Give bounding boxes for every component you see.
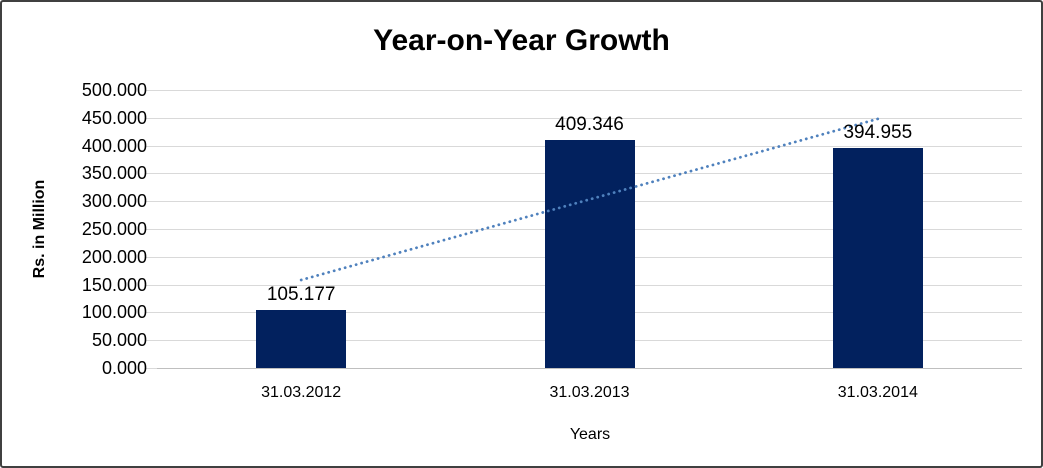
- gridline: [157, 117, 1022, 119]
- x-axis-title: Years: [569, 426, 611, 443]
- y-tick-mark: [145, 145, 157, 147]
- y-tick-mark: [145, 340, 157, 342]
- y-tick-mark: [145, 312, 157, 314]
- y-tick-mark: [145, 173, 157, 175]
- y-tick-label: 450.000: [81, 107, 147, 128]
- y-tick-label: 50.000: [91, 330, 147, 351]
- chart-title: Year-on-Year Growth: [373, 24, 670, 57]
- y-tick-mark: [145, 284, 157, 286]
- y-tick-label: 300.000: [81, 191, 147, 212]
- bar-31.03.2013: [544, 140, 635, 368]
- y-tick-mark: [145, 201, 157, 203]
- y-tick-label: 400.000: [81, 135, 147, 156]
- y-tick-label: 0.000: [101, 358, 147, 378]
- y-tick-mark: [145, 256, 157, 258]
- x-category-label: 31.03.2012: [261, 384, 342, 401]
- bar-31.03.2012: [256, 309, 347, 368]
- y-tick-label: 150.000: [81, 274, 147, 295]
- x-category-label: 31.03.2014: [837, 384, 918, 401]
- y-tick-mark: [145, 90, 157, 91]
- x-axis-line: [157, 368, 1022, 369]
- y-tick-mark: [145, 229, 157, 230]
- y-tick-mark: [145, 117, 157, 119]
- y-tick-label: 350.000: [81, 163, 147, 184]
- bar-value-label: 105.177: [266, 283, 336, 305]
- y-tick-label: 250.000: [81, 219, 147, 239]
- bar-value-label: 409.346: [555, 114, 624, 136]
- bar-value-label: 394.955: [843, 122, 913, 144]
- x-category-label: 31.03.2013: [549, 384, 630, 401]
- y-tick-label: 500.000: [81, 80, 147, 100]
- y-tick-label: 200.000: [81, 246, 147, 267]
- gridline: [157, 90, 1022, 91]
- y-tick-mark: [145, 368, 157, 369]
- y-tick-label: 100.000: [81, 302, 147, 323]
- bar-31.03.2014: [832, 148, 923, 368]
